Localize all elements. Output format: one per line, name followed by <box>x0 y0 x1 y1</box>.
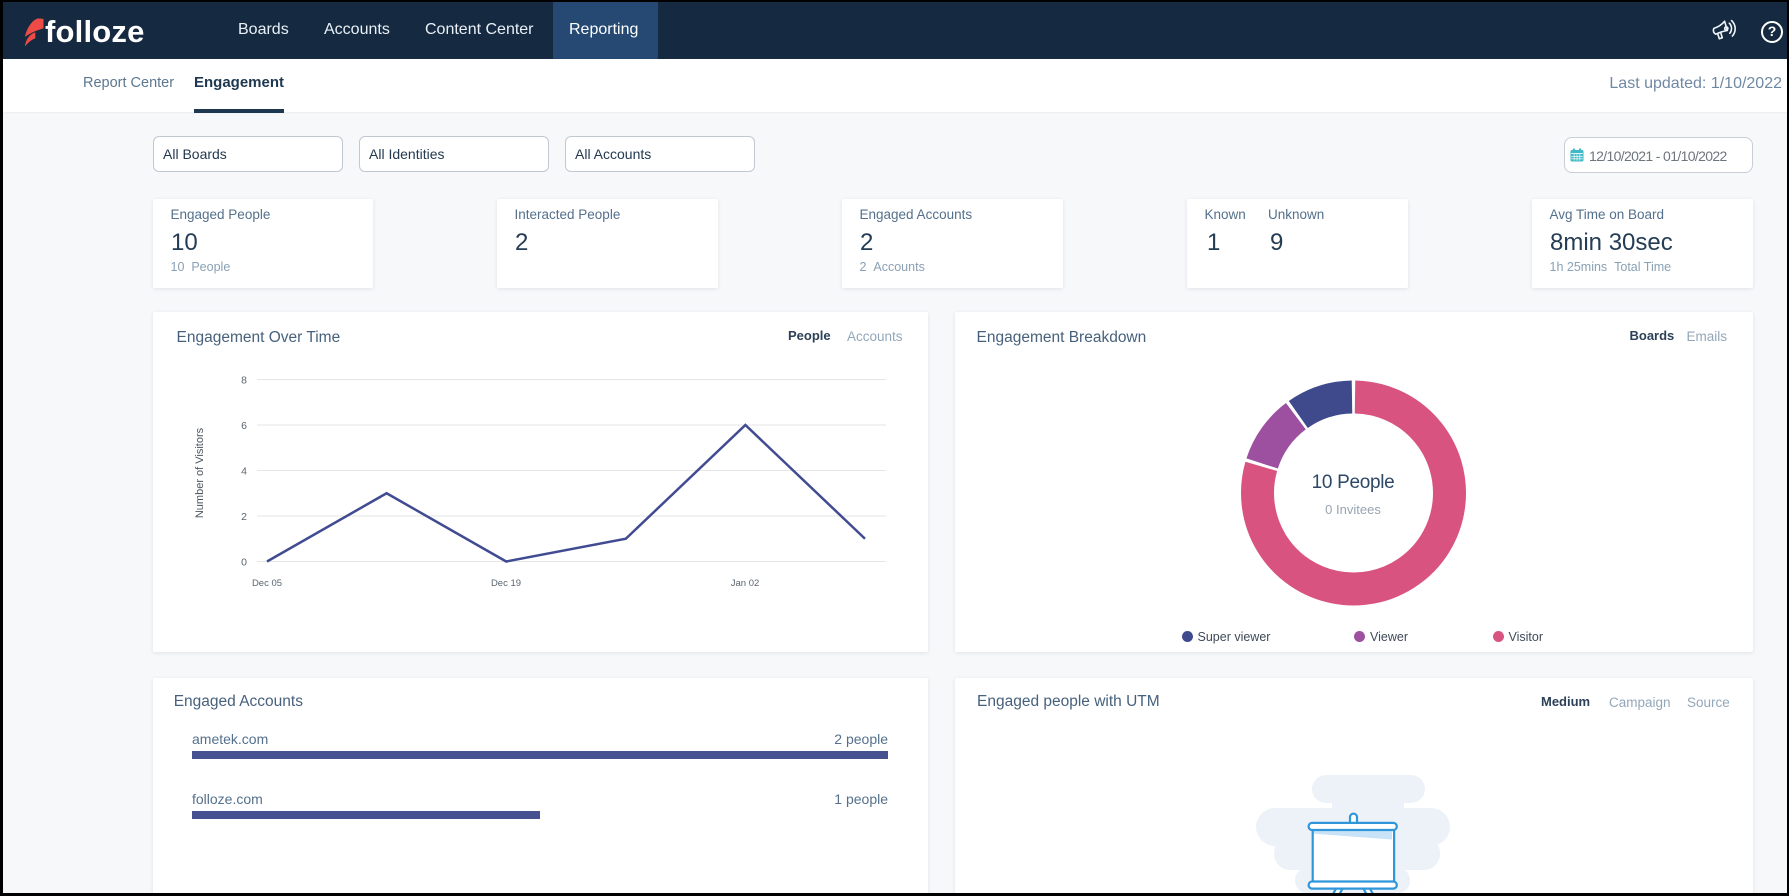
svg-text:0: 0 <box>241 557 247 569</box>
svg-text:Jan 02: Jan 02 <box>731 578 760 589</box>
svg-text:6: 6 <box>241 420 247 432</box>
svg-text:4: 4 <box>241 466 247 478</box>
svg-text:Dec 05: Dec 05 <box>252 578 282 589</box>
svg-text:Number of Visitors: Number of Visitors <box>194 427 206 518</box>
svg-text:2: 2 <box>241 511 247 523</box>
svg-text:8: 8 <box>241 375 247 387</box>
svg-text:Dec 19: Dec 19 <box>491 578 521 589</box>
